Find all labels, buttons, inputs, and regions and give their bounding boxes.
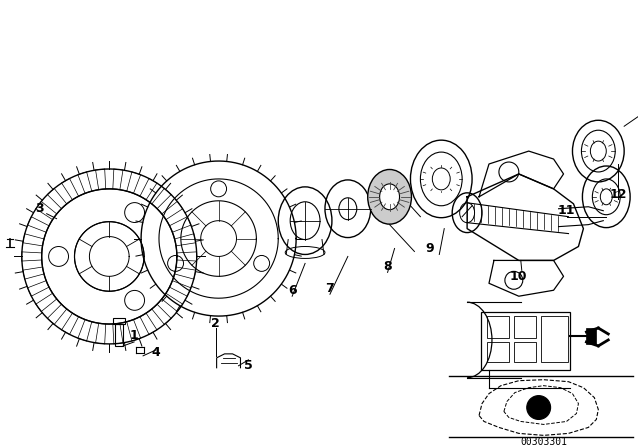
Ellipse shape [368, 169, 412, 224]
Bar [541, 316, 568, 362]
Bar [113, 318, 125, 324]
Bar [115, 324, 123, 346]
Text: 12: 12 [609, 188, 627, 201]
Ellipse shape [380, 184, 399, 210]
Text: 4: 4 [152, 346, 161, 359]
Text: 10: 10 [510, 270, 527, 283]
Text: 11: 11 [558, 204, 575, 217]
Text: 3: 3 [35, 202, 44, 215]
Text: 6: 6 [288, 284, 296, 297]
Bar [514, 342, 536, 362]
Text: 1: 1 [130, 329, 138, 342]
Text: 9: 9 [425, 242, 434, 255]
Bar [514, 316, 536, 338]
Text: 2: 2 [211, 317, 220, 330]
Text: 8: 8 [383, 260, 392, 273]
Bar [487, 316, 509, 338]
Circle shape [527, 396, 550, 419]
Text: 7: 7 [326, 282, 334, 295]
Text: 00303301: 00303301 [520, 437, 567, 448]
Bar [586, 328, 596, 344]
Text: 5: 5 [244, 359, 253, 372]
Bar [481, 312, 570, 370]
Bar [487, 342, 509, 362]
